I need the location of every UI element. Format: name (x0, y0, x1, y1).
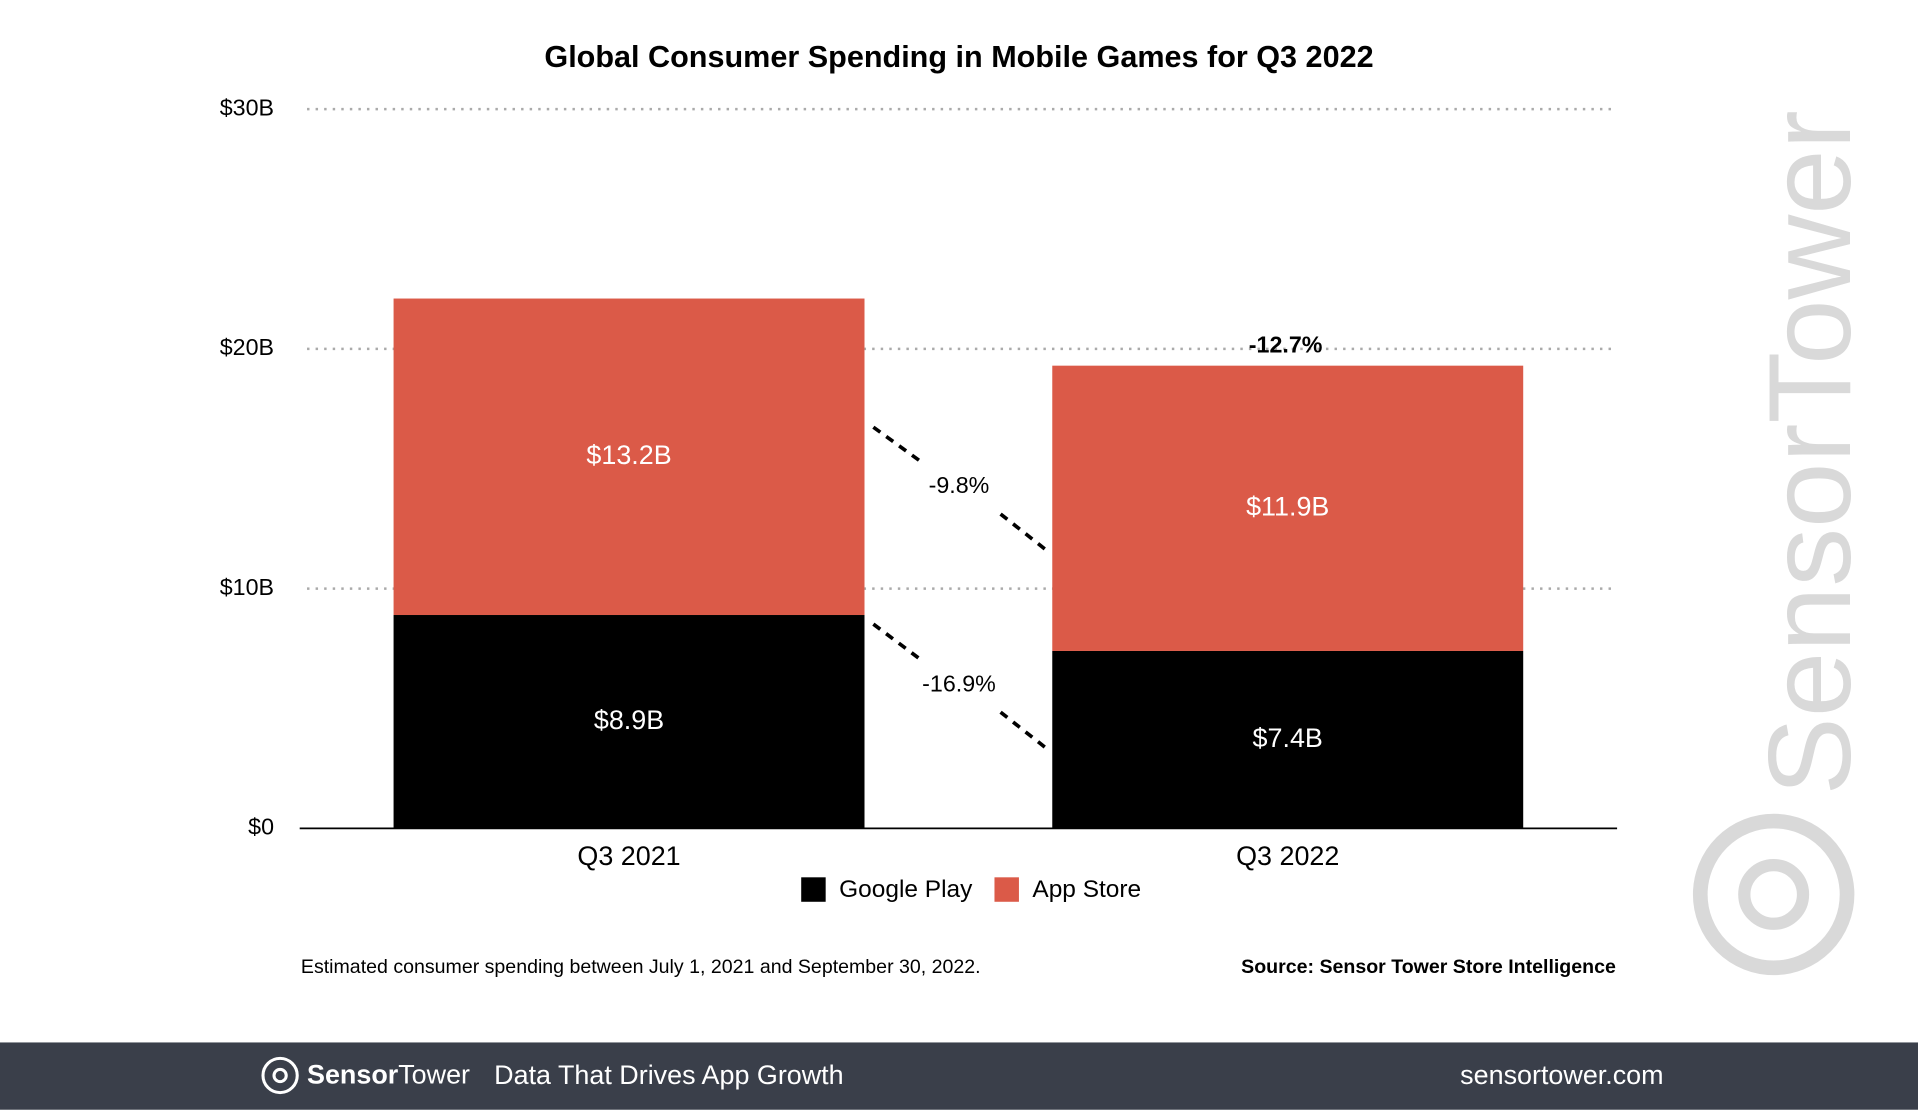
legend-label: App Store (1032, 876, 1141, 903)
value-label: $11.9B (1246, 491, 1329, 521)
value-label: $7.4B (1253, 723, 1323, 753)
y-tick-label: $30B (220, 94, 274, 120)
annotation: -16.9% (922, 670, 996, 696)
y-tick-label: $20B (220, 334, 274, 360)
annotation: -12.7% (1249, 332, 1323, 358)
brand-light: Tower (398, 1060, 470, 1090)
watermark-logo (1692, 813, 1855, 976)
connector (872, 622, 924, 663)
footer-url: sensortower.com (1460, 1060, 1663, 1090)
connector (999, 512, 1049, 553)
legend-swatch (801, 877, 826, 902)
connector (872, 425, 924, 465)
annotation: -9.8% (929, 472, 990, 498)
watermark-text: SensorTower (1744, 110, 1875, 795)
legend: Google Play App Store (801, 876, 1141, 903)
footer-tagline: Data That Drives App Growth (494, 1060, 843, 1090)
value-label: $13.2B (586, 440, 671, 470)
footnote: Estimated consumer spending between July… (301, 956, 981, 978)
bar-segment (393, 615, 865, 829)
y-tick-label: $10B (220, 574, 274, 600)
legend-swatch (994, 877, 1019, 902)
bar-segment (1052, 365, 1524, 651)
bar-segment (393, 298, 865, 616)
bar-segment (1052, 650, 1524, 829)
bars: Q3 2021 $8.9B $13.2B Q3 2022 $7.4B $11.9B (393, 298, 1524, 871)
x-tick-label: Q3 2022 (1236, 841, 1339, 871)
y-tick-label: $0 (248, 814, 274, 840)
source: Source: Sensor Tower Store Intelligence (1241, 956, 1616, 978)
connector (999, 710, 1049, 751)
footer-band (0, 1042, 1918, 1110)
legend-label: Google Play (839, 876, 973, 903)
x-tick-label: Q3 2021 (577, 841, 680, 871)
watermark: SensorTower (1692, 110, 1875, 976)
footer-brand: SensorTower (307, 1060, 470, 1090)
change-connectors (872, 425, 1049, 751)
chart-title: Global Consumer Spending in Mobile Games… (544, 40, 1373, 74)
brand-bold: Sensor (307, 1060, 399, 1090)
footer-logo (261, 1056, 299, 1095)
watermark-logo (1738, 858, 1810, 930)
value-label: $8.9B (594, 705, 664, 735)
footer-logo (272, 1067, 288, 1084)
